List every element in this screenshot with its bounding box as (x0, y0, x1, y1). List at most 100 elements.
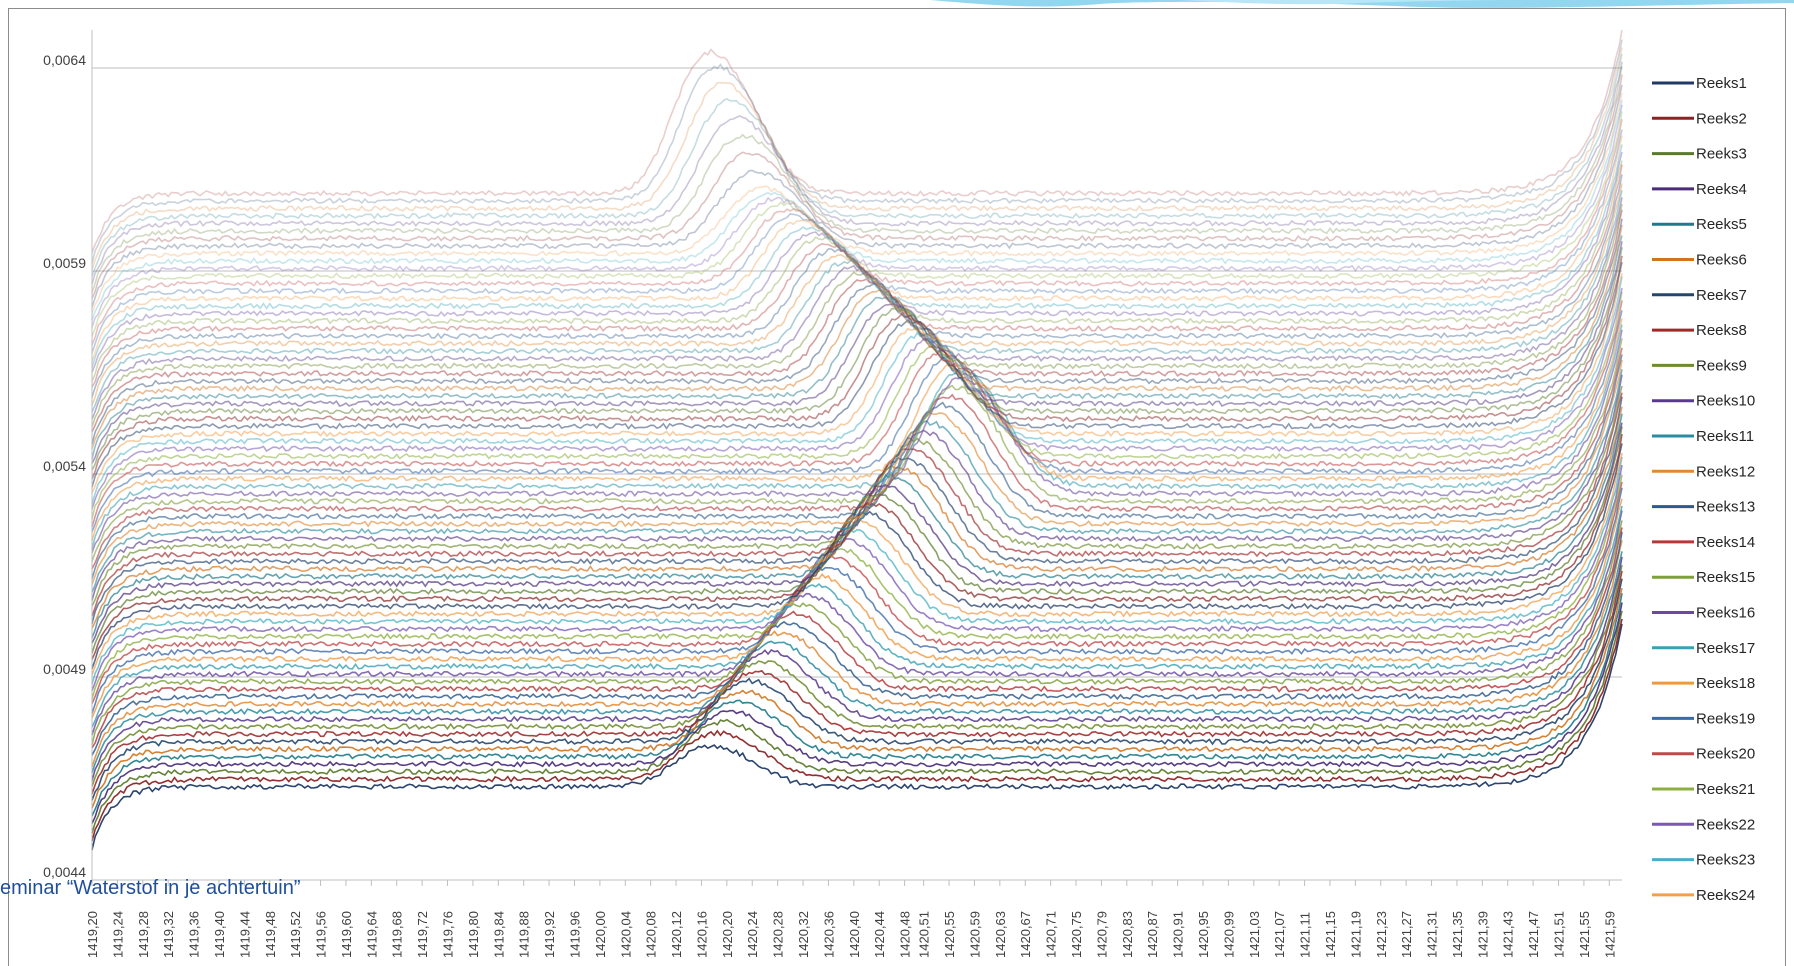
series-line (91, 111, 1623, 337)
legend-entry: Reeks1 (1696, 75, 1747, 92)
series-line (91, 413, 1623, 639)
x-tick-label: 1419,48 (263, 911, 278, 958)
legend-entry: Reeks17 (1696, 640, 1755, 657)
x-tick-label: 1420,16 (694, 911, 709, 958)
series-line (91, 329, 1623, 554)
y-tick-label: 0,0044 (43, 864, 86, 880)
x-tick-label: 1420,08 (644, 911, 659, 958)
legend-entry: Reeks16 (1696, 605, 1755, 622)
series-line (91, 464, 1623, 691)
x-tick-label: 1421,47 (1526, 911, 1541, 958)
series-line (91, 151, 1623, 373)
x-tick-label: 1421,55 (1577, 911, 1592, 958)
series-line (91, 61, 1623, 285)
legend-entry: Reeks21 (1696, 781, 1755, 798)
x-tick-label: 1420,04 (618, 911, 633, 958)
series-line (91, 359, 1623, 585)
x-tick-label: 1420,91 (1171, 911, 1186, 958)
legend-entry: Reeks7 (1696, 287, 1747, 304)
x-tick-label: 1419,92 (542, 911, 557, 958)
x-tick-label: 1420,59 (967, 911, 982, 958)
x-tick-label: 1421,43 (1501, 911, 1516, 958)
x-tick-label: 1419,76 (441, 911, 456, 958)
x-tick-label: 1419,52 (288, 911, 303, 958)
x-tick-label: 1419,20 (85, 911, 100, 958)
x-tick-label: 1421,03 (1247, 911, 1262, 958)
x-tick-label: 1420,12 (669, 911, 684, 958)
series-line (91, 618, 1623, 842)
legend-entry: Reeks20 (1696, 746, 1755, 763)
legend-entry: Reeks3 (1696, 146, 1747, 163)
series-line (91, 218, 1623, 445)
x-tick-label: 1419,72 (415, 911, 430, 958)
legend-entry: Reeks2 (1696, 110, 1747, 127)
series-line (91, 354, 1623, 580)
series-line (91, 565, 1623, 787)
series-line (91, 203, 1623, 427)
x-tick-label: 1421,11 (1298, 912, 1313, 958)
series-line (91, 118, 1623, 346)
series-line (91, 474, 1623, 699)
series-line (91, 224, 1623, 449)
series-lines (91, 29, 1623, 851)
legend-entry: Reeks19 (1696, 710, 1755, 727)
series-line (91, 100, 1623, 321)
gridlines (92, 67, 1622, 881)
series-line (91, 551, 1623, 774)
series-line (91, 531, 1623, 756)
x-tick-label: 1419,68 (390, 911, 405, 958)
series-line (91, 498, 1623, 719)
series-line (91, 347, 1623, 570)
series-line (91, 300, 1623, 528)
legend-entry: Reeks8 (1696, 322, 1747, 339)
series-line (91, 570, 1623, 795)
x-tick-label: 1419,64 (364, 911, 379, 958)
series-line (91, 241, 1623, 464)
x-tick-label: 1421,27 (1399, 911, 1414, 958)
legend-entry: Reeks9 (1696, 357, 1747, 374)
x-tick-label: 1419,60 (339, 911, 354, 958)
series-line (91, 174, 1623, 398)
x-tick-label: 1421,23 (1374, 911, 1389, 958)
x-tick-label: 1420,87 (1145, 911, 1160, 958)
x-tick-label: 1421,07 (1272, 911, 1287, 958)
series-line (91, 183, 1623, 406)
series-line (91, 273, 1623, 494)
series-line (91, 235, 1623, 460)
x-tick-label: 1419,80 (466, 911, 481, 958)
x-tick-label: 1420,28 (771, 911, 786, 958)
x-tick-label: 1420,51 (917, 911, 932, 958)
series-line (91, 92, 1623, 314)
series-line (91, 84, 1623, 308)
x-tick-label: 1420,00 (593, 911, 608, 958)
legend-entry: Reeks24 (1696, 887, 1755, 904)
legend-entry: Reeks14 (1696, 534, 1755, 551)
series-line (91, 66, 1623, 293)
x-tick-label: 1419,24 (110, 911, 125, 958)
x-tick-label: 1419,28 (136, 911, 151, 958)
x-tick-label: 1419,96 (567, 911, 582, 958)
series-line (91, 520, 1623, 745)
series-line (91, 104, 1623, 328)
x-tick-label: 1419,40 (212, 911, 227, 958)
legend-entry: Reeks22 (1696, 816, 1755, 833)
x-tick-label: 1421,19 (1348, 911, 1363, 958)
x-tick-label: 1420,79 (1094, 911, 1109, 958)
series-line (91, 190, 1623, 413)
x-tick-label: 1420,63 (993, 911, 1008, 958)
x-tick-label: 1420,75 (1069, 911, 1084, 958)
series-line (91, 487, 1623, 714)
legend-entry: Reeks11 (1696, 428, 1754, 445)
x-tick-label: 1419,88 (517, 911, 532, 958)
x-tick-label: 1421,15 (1323, 911, 1338, 958)
series-line (91, 262, 1623, 488)
series-line (91, 74, 1623, 299)
series-line (91, 310, 1623, 533)
y-tick-label: 0,0054 (43, 458, 86, 474)
series-line (91, 374, 1623, 601)
series-line (91, 505, 1623, 728)
series-line (91, 369, 1623, 593)
x-tick-label: 1421,39 (1475, 911, 1490, 958)
x-tick-label: 1421,35 (1450, 911, 1465, 958)
